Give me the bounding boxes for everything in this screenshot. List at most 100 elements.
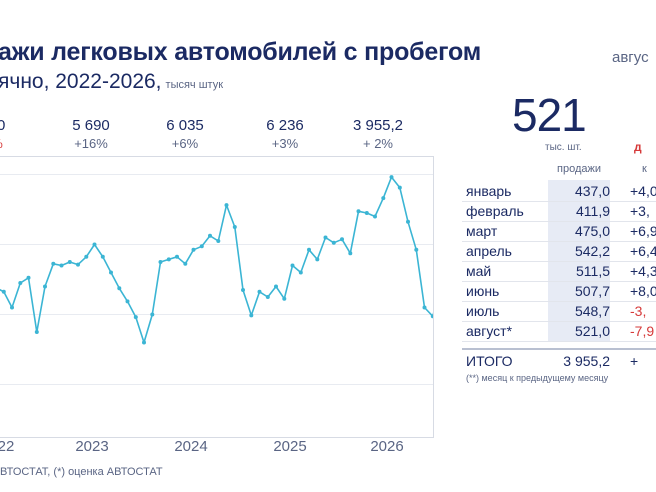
data-point (183, 261, 188, 266)
highlight-value: 521 (512, 89, 587, 141)
page-title: ажи легковых автомобилей с пробегом (0, 38, 482, 66)
row-sales: 475,0 (574, 223, 610, 239)
chart-points (1, 175, 485, 345)
row-month: май (466, 263, 492, 279)
table-row: июнь 507,7 +8,0 (462, 281, 656, 302)
table-row: август* 521,0 -7,9 (462, 321, 656, 342)
data-point (92, 242, 97, 247)
annual-total: 6 236 +3% (250, 117, 320, 151)
data-point (373, 214, 377, 219)
x-tick-label: 2026 (370, 438, 404, 455)
highlight-unit: тыс. шт. (545, 142, 582, 153)
data-point (100, 254, 105, 259)
data-point (76, 262, 80, 267)
annual-total-value: 5 690 (72, 117, 110, 134)
table-header-sales: продажи (557, 163, 601, 175)
row-change: +4,0 (630, 183, 656, 199)
chart-series (0, 176, 484, 344)
data-point (133, 315, 138, 320)
chart-subtitle: ячно, 2022-2026, тысяч штук (0, 70, 223, 94)
data-point (175, 254, 179, 259)
data-point (315, 257, 320, 262)
table-row: январь 437,0 +4,0 (462, 181, 656, 202)
data-point (232, 225, 237, 229)
data-point (26, 275, 31, 280)
data-point (249, 313, 254, 318)
row-change: -7,9 (630, 323, 655, 339)
row-month: март (466, 223, 498, 239)
annual-total-value: 10 (0, 117, 6, 134)
row-sales: 437,0 (574, 183, 610, 199)
data-point (199, 244, 204, 249)
annual-total-change: + 2% (363, 136, 393, 151)
table-row: апрель 542,2 +6,4 (462, 241, 656, 262)
data-point (51, 261, 56, 266)
data-point (142, 340, 146, 345)
data-point (381, 196, 386, 201)
annual-total-change: % (0, 136, 32, 151)
row-month: июль (466, 303, 500, 319)
data-point (348, 251, 353, 256)
row-change: +6,4 (630, 243, 656, 259)
table-footnote: (**) месяц к предыдущему месяцу (466, 373, 609, 383)
row-sales: 511,5 (576, 263, 610, 279)
annual-total-change: +3% (271, 136, 299, 151)
table-header-change: к (642, 163, 647, 175)
highlight-tag: д (634, 140, 642, 154)
row-change: +8,0 (630, 283, 656, 299)
data-point (117, 286, 122, 291)
row-month: июнь (466, 283, 500, 299)
annual-total: 10% (0, 117, 32, 151)
chart-frame (0, 156, 485, 438)
annual-total-value: 6 236 (266, 117, 304, 134)
row-change: +4,3 (630, 263, 656, 279)
data-point (265, 295, 270, 299)
total-label: ИТОГО (466, 353, 513, 369)
data-point (59, 263, 64, 268)
annual-total-change: +6% (171, 136, 199, 151)
data-point (34, 330, 39, 334)
row-change: +6,9 (630, 223, 656, 239)
source-note: ВТОСТАТ, (*) оценка АВТОСТАТ (0, 466, 163, 478)
x-tick-label: 22 (0, 438, 15, 455)
data-point (216, 239, 221, 243)
row-sales: 548,7 (574, 303, 610, 319)
table-total-row: ИТОГО 3 955,2 + (462, 348, 656, 372)
data-point (257, 289, 262, 294)
data-point (323, 235, 328, 240)
data-point (18, 281, 23, 285)
x-tick-label: 2025 (273, 438, 307, 455)
data-point (1, 289, 6, 294)
month-label: авгус (612, 49, 649, 66)
data-point (356, 209, 361, 214)
x-tick-label: 2024 (174, 438, 208, 455)
data-point (241, 288, 245, 292)
data-point (422, 305, 427, 310)
data-point (191, 247, 196, 252)
units-label: тысяч штук (165, 79, 224, 91)
total-value: 3 955,2 (563, 353, 610, 369)
data-point (10, 305, 14, 310)
data-point (84, 254, 89, 259)
data-point (307, 247, 311, 252)
data-point (125, 299, 130, 304)
row-month: апрель (466, 243, 512, 259)
row-change: +3, (630, 203, 650, 219)
row-change: -3, (630, 303, 647, 319)
data-point (364, 211, 369, 215)
table-row: июль 548,7 -3, (462, 301, 656, 322)
row-month: август* (466, 323, 513, 339)
chart-grid (0, 174, 433, 385)
data-point (224, 203, 229, 208)
data-point (109, 270, 113, 275)
data-point (208, 233, 212, 238)
table-row: май 511,5 +4,3 (462, 261, 656, 282)
annual-total: 5 690 +16% (56, 117, 126, 151)
data-point (67, 260, 72, 264)
x-tick-label: 2023 (75, 438, 109, 455)
row-sales: 542,2 (574, 243, 610, 259)
data-point (406, 219, 410, 224)
row-sales: 521,0 (574, 323, 610, 339)
subtitle-text: ячно, 2022-2026, (0, 70, 162, 93)
annual-total-value: 6 035 (166, 117, 204, 134)
